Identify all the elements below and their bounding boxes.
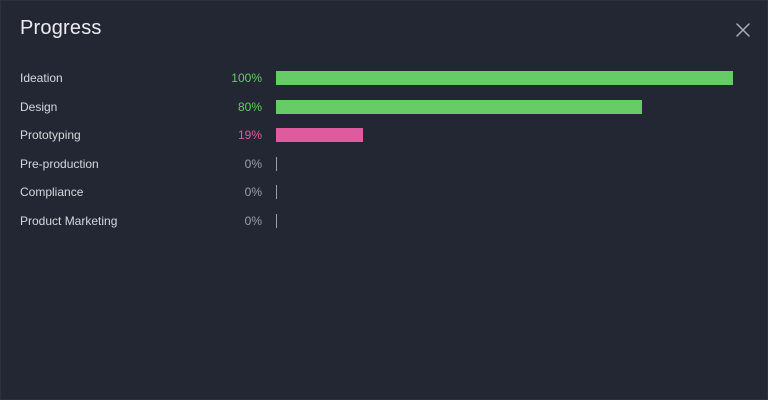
row-label: Compliance [20,185,84,199]
progress-row: Product Marketing 0% [1,207,768,236]
row-percent: 19% [237,128,262,142]
progress-track [276,156,733,171]
progress-bar [276,213,277,228]
row-label: Design [20,99,58,114]
progress-bar [276,128,363,142]
row-percent: 100% [231,71,262,85]
row-percent: 80% [237,99,262,114]
row-percent: 0% [244,213,262,228]
progress-track [276,71,733,85]
progress-list: Ideation 100% Design 80% Prototyping 19%… [1,64,768,235]
close-button[interactable] [735,22,751,38]
row-label: Prototyping [20,128,81,142]
close-icon [736,23,750,37]
row-percent: 0% [244,156,262,171]
progress-row: Prototyping 19% [1,121,768,150]
row-label: Product Marketing [20,213,118,228]
row-label: Pre-production [20,156,99,171]
progress-bar [276,185,277,199]
progress-track [276,185,733,199]
progress-row: Ideation 100% [1,64,768,93]
progress-track [276,99,733,114]
progress-track [276,128,733,142]
dialog-title: Progress [20,17,102,39]
progress-bar [276,99,642,114]
progress-bar [276,156,277,171]
progress-track [276,213,733,228]
progress-row: Design 80% [1,93,768,122]
progress-row: Pre-production 0% [1,150,768,179]
progress-bar [276,71,733,85]
progress-row: Compliance 0% [1,178,768,207]
row-percent: 0% [244,185,262,199]
row-label: Ideation [20,71,63,85]
